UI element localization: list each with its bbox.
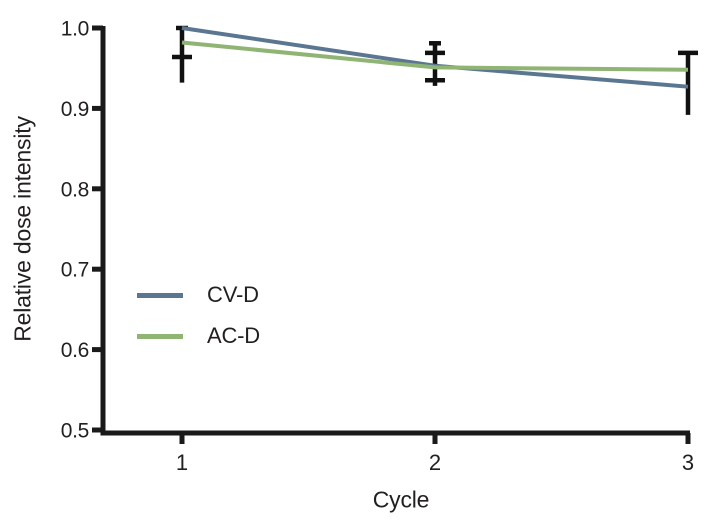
y-axis-title: Relative dose intensity	[9, 116, 36, 342]
y-tick-label: 0.7	[61, 259, 89, 282]
y-tick-label: 0.9	[61, 98, 89, 121]
x-tick-label: 1	[176, 450, 188, 475]
legend-label-acd: AC-D	[207, 323, 260, 348]
y-tick-label: 0.6	[61, 339, 89, 362]
legend-item-acd: AC-D	[137, 322, 260, 350]
legend-item-cvd: CV-D	[137, 281, 260, 309]
y-tick-label: 0.8	[61, 178, 89, 201]
y-tick-label: 0.5	[61, 420, 89, 443]
x-axis-title: Cycle	[372, 486, 430, 513]
x-tick-label: 3	[682, 450, 694, 475]
series-line-ac-d	[181, 40, 689, 72]
legend-label-cvd: CV-D	[207, 282, 259, 307]
legend: CV-D AC-D	[137, 281, 260, 363]
acd-line-swatch	[137, 333, 183, 339]
x-tick-label: 2	[429, 450, 441, 475]
y-tick-label: 1.0	[61, 18, 89, 41]
cvd-line-swatch	[137, 292, 183, 298]
